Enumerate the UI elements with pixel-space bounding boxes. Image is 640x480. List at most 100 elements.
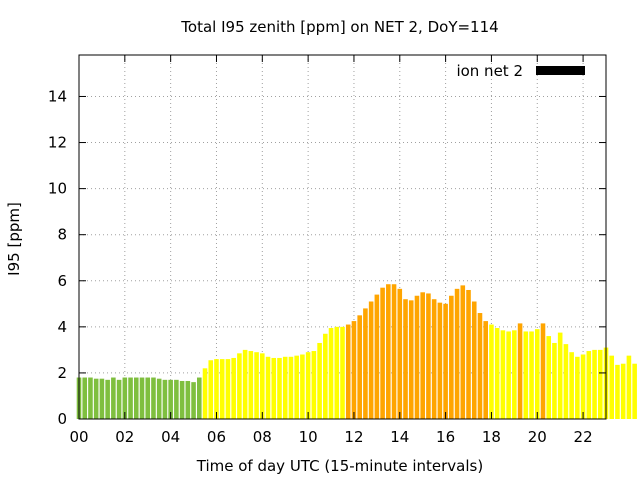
bar xyxy=(328,328,334,419)
x-tick-label: 12 xyxy=(344,428,363,446)
legend-label: ion net 2 xyxy=(456,62,523,80)
bar xyxy=(523,331,529,419)
bar xyxy=(529,331,534,419)
bar xyxy=(620,363,626,419)
x-tick-label: 02 xyxy=(115,428,134,446)
legend-swatch xyxy=(536,66,585,75)
y-tick-label: 12 xyxy=(48,134,67,152)
bar xyxy=(483,321,488,419)
bar xyxy=(374,294,380,419)
y-tick-label: 8 xyxy=(57,226,67,244)
bar xyxy=(345,324,351,419)
axes xyxy=(78,54,607,420)
bar xyxy=(185,380,191,419)
bar xyxy=(111,377,116,419)
bar xyxy=(88,377,93,419)
bar xyxy=(202,368,208,419)
bar xyxy=(260,353,265,419)
bar xyxy=(626,355,632,419)
bar xyxy=(219,359,225,419)
y-tick-label: 0 xyxy=(57,410,67,428)
bar xyxy=(408,300,414,419)
bar xyxy=(391,284,397,419)
bar xyxy=(575,356,580,419)
bar xyxy=(288,356,294,419)
bars xyxy=(76,284,637,419)
bar xyxy=(397,288,403,419)
y-tick-label: 14 xyxy=(48,87,67,105)
bar xyxy=(340,326,345,419)
bar xyxy=(151,377,156,419)
bar xyxy=(122,377,128,419)
bar xyxy=(540,323,546,419)
bar xyxy=(174,379,179,419)
bar xyxy=(477,313,483,419)
bar xyxy=(305,352,311,419)
bar xyxy=(363,308,368,419)
y-axis-label: I95 [ppm] xyxy=(5,202,23,276)
bar xyxy=(351,321,357,419)
bar xyxy=(105,379,110,419)
bar xyxy=(368,301,374,419)
bar xyxy=(300,354,305,419)
plot-frame xyxy=(78,54,607,420)
x-tick-label: 20 xyxy=(528,428,547,446)
bar xyxy=(546,336,552,419)
bar xyxy=(82,377,88,419)
y-tick-label: 6 xyxy=(57,272,67,290)
bar xyxy=(357,315,362,419)
bar xyxy=(282,356,288,419)
bar xyxy=(162,379,168,419)
bar xyxy=(506,331,511,419)
x-tick-label: 08 xyxy=(253,428,272,446)
bar xyxy=(197,377,202,419)
bar xyxy=(597,349,603,419)
x-tick-label: 14 xyxy=(390,428,409,446)
bar xyxy=(437,302,443,419)
bar xyxy=(609,355,615,419)
bar xyxy=(471,301,477,419)
bar xyxy=(443,303,448,419)
bar xyxy=(489,324,494,419)
bar xyxy=(168,379,173,419)
legend: ion net 2 xyxy=(456,62,585,80)
bar xyxy=(265,356,271,419)
bar xyxy=(323,333,328,419)
bar xyxy=(580,354,586,419)
chart-title: Total I95 zenith [ppm] on NET 2, DoY=114 xyxy=(180,18,498,36)
y-tick-label: 2 xyxy=(57,364,67,382)
bar xyxy=(517,323,523,419)
bar xyxy=(557,332,563,419)
bar xyxy=(632,363,637,419)
bar xyxy=(569,352,574,419)
bar xyxy=(271,357,277,419)
bar xyxy=(403,299,408,419)
grid xyxy=(79,55,606,419)
bar xyxy=(93,378,99,419)
bar xyxy=(248,351,254,419)
bar xyxy=(380,287,385,419)
bar xyxy=(449,295,454,419)
x-tick-label: 16 xyxy=(436,428,455,446)
bar xyxy=(420,292,425,419)
bar xyxy=(231,357,236,419)
bar xyxy=(99,378,105,419)
bar xyxy=(116,379,122,419)
bar xyxy=(242,349,248,419)
bar xyxy=(214,359,219,419)
bar xyxy=(128,377,133,419)
y-tick-label: 10 xyxy=(48,180,67,198)
bar xyxy=(454,288,460,419)
bar xyxy=(156,378,162,419)
bar xyxy=(133,377,139,419)
bar xyxy=(426,293,431,419)
bar xyxy=(534,329,540,419)
bar xyxy=(191,382,196,419)
bar xyxy=(563,344,569,419)
bar xyxy=(237,353,242,419)
x-tick-label: 06 xyxy=(207,428,226,446)
bar xyxy=(139,377,145,419)
x-axis-label: Time of day UTC (15-minute intervals) xyxy=(196,457,483,475)
bar xyxy=(512,330,517,419)
